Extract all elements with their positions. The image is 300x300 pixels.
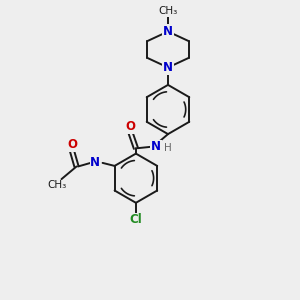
Text: CH₃: CH₃ [47,180,67,190]
Text: CH₃: CH₃ [158,6,178,16]
Text: N: N [90,156,100,170]
Text: O: O [125,120,135,133]
Text: O: O [67,138,77,152]
Text: H: H [93,156,101,167]
Text: H: H [164,143,172,153]
Text: N: N [151,140,161,153]
Text: N: N [163,25,173,38]
Text: N: N [163,61,173,74]
Text: Cl: Cl [130,213,142,226]
